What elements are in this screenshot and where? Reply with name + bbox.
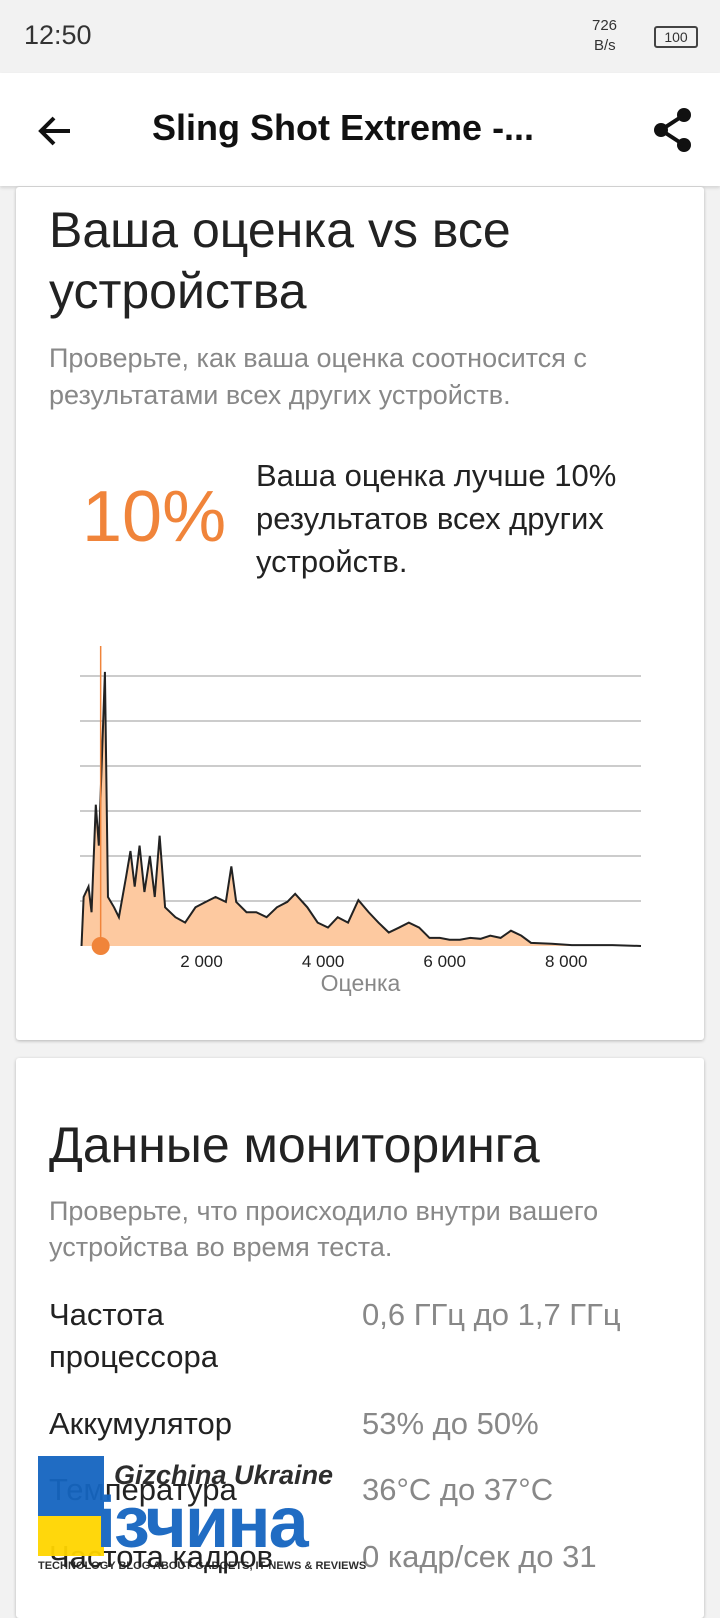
toolbar-title: Sling Shot Extreme -...	[152, 107, 535, 148]
x-tick-label: 2 000	[180, 952, 223, 971]
brand: Gizchina Ukraine	[114, 1460, 334, 1490]
logo-block	[38, 1456, 104, 1516]
net-unit: B/s	[594, 37, 616, 54]
row-label: Аккумулятор	[49, 1406, 232, 1441]
area	[81, 671, 641, 946]
x-tick-label: 8 000	[545, 952, 588, 971]
histogram: 2 000 4 000 6 000 8 000 Оценка	[80, 646, 642, 996]
monitor-card	[16, 1058, 704, 1618]
tagline: TECHNOLOGY BLOG ABOUT GADGETS, IT-NEWS &…	[38, 1560, 367, 1572]
share-button[interactable]	[652, 107, 694, 153]
monitor-title: Данные мониторинга	[49, 1117, 540, 1173]
x-tick-label: 4 000	[302, 952, 345, 971]
logo-text: ізчина	[96, 1483, 309, 1563]
row-label: Частота процессора	[49, 1297, 218, 1374]
watermark: Gizchina Ukraine ізчина TECHNOLOGY BLOG …	[36, 1440, 396, 1572]
back-button[interactable]	[36, 111, 76, 151]
x-axis-label: Оценка	[321, 970, 401, 996]
row-value: 0 кадр/сек до 31	[362, 1539, 597, 1574]
highlight-dot	[91, 937, 110, 955]
row-value: 53% до 50%	[362, 1406, 539, 1441]
monitor-subtitle: Проверьте, что происходило внутри вашего…	[49, 1196, 599, 1262]
score-subtitle: Проверьте, как ваша оценка соотносится с…	[49, 343, 587, 410]
percent: 10%	[82, 477, 227, 557]
toolbar: Sling Shot Extreme -...	[0, 73, 720, 186]
status-bar: 12:50 726 B/s 100	[0, 0, 720, 72]
row-value: 36°C до 37°C	[362, 1472, 554, 1507]
logo-block	[38, 1516, 104, 1556]
line	[80, 671, 642, 947]
battery: 100	[654, 26, 698, 48]
x-tick-label: 6 000	[423, 952, 466, 971]
summary: Ваша оценка лучше 10% результатов всех д…	[256, 458, 617, 579]
score-title: Ваша оценка vs все устройства	[49, 202, 511, 319]
net-speed: 726	[592, 17, 618, 34]
clock: 12:50	[24, 20, 92, 50]
row-value: 0,6 ГГц до 1,7 ГГц	[362, 1297, 621, 1332]
